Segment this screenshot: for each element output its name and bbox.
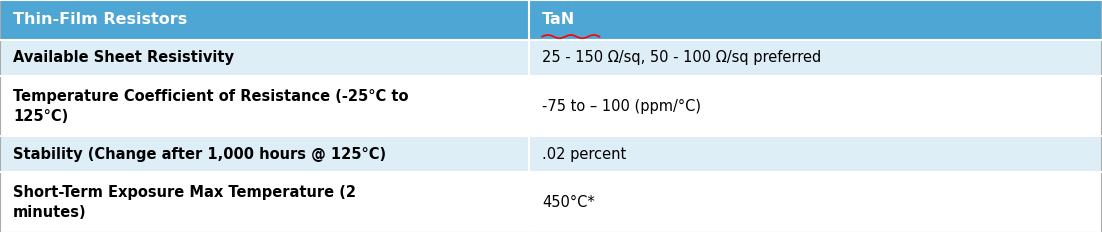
Text: 25 - 150 Ω/sq, 50 - 100 Ω/sq preferred: 25 - 150 Ω/sq, 50 - 100 Ω/sq preferred [542,50,821,65]
Text: Available Sheet Resistivity: Available Sheet Resistivity [13,50,235,65]
FancyBboxPatch shape [0,76,529,137]
Text: Stability (Change after 1,000 hours @ 125°C): Stability (Change after 1,000 hours @ 12… [13,147,387,162]
FancyBboxPatch shape [529,76,1102,137]
Text: TaN: TaN [542,12,575,27]
Text: Thin-Film Resistors: Thin-Film Resistors [13,12,187,27]
FancyBboxPatch shape [529,172,1102,233]
Text: 450°C*: 450°C* [542,195,595,210]
Text: Temperature Coefficient of Resistance (-25°C to
125°C): Temperature Coefficient of Resistance (-… [13,89,409,123]
FancyBboxPatch shape [0,172,529,233]
Text: Short-Term Exposure Max Temperature (2
minutes): Short-Term Exposure Max Temperature (2 m… [13,185,356,220]
Text: .02 percent: .02 percent [542,147,626,162]
FancyBboxPatch shape [0,0,1102,40]
FancyBboxPatch shape [529,137,1102,172]
FancyBboxPatch shape [529,40,1102,76]
Text: -75 to – 100 (ppm/°C): -75 to – 100 (ppm/°C) [542,99,701,114]
FancyBboxPatch shape [0,40,529,76]
FancyBboxPatch shape [0,137,529,172]
